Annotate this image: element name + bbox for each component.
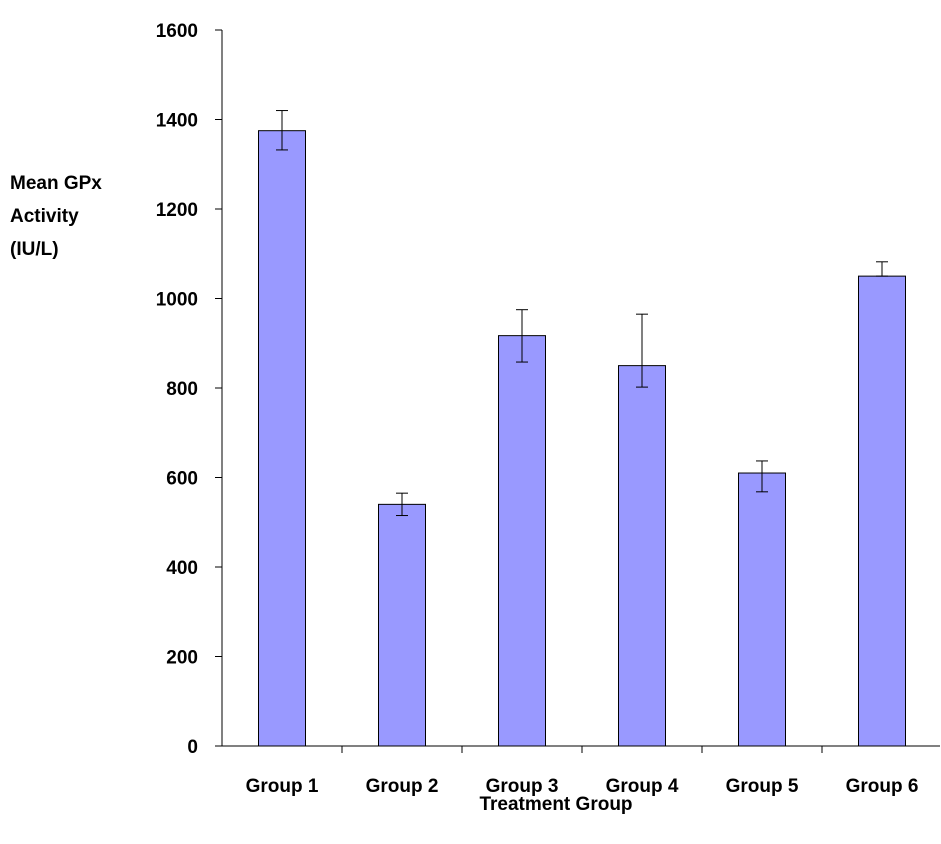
y-tick-label: 1000 [156,290,198,311]
bars-group [258,130,906,747]
x-tick-label: Group 6 [846,776,919,797]
y-axis-title-line-3: (IU/L) [10,239,59,260]
y-ticks-group: 0 200 400 600 800 1000 1200 1400 1600 [156,21,222,758]
y-tick-label: 800 [166,379,198,400]
bar-3 [498,335,546,747]
y-tick-label: 200 [166,648,198,669]
x-ticks-group: Group 1 Group 2 Group 3 Group 4 Group 5 Group… [246,746,919,797]
y-axis-title-line-2: Activity [10,206,79,227]
y-tick-label: 0 [187,737,198,758]
x-tick-label: Group 2 [366,776,439,797]
x-axis-title: Treatment Group [479,794,632,815]
x-tick-label: Group 5 [726,776,799,797]
bar-4 [618,365,666,747]
y-tick-label: 400 [166,558,198,579]
y-tick-label: 1600 [156,21,198,42]
y-tick-label: 1200 [156,200,198,221]
x-tick-label: Group 4 [606,776,679,797]
y-tick-label: 1400 [156,111,198,132]
error-bars-group [276,110,888,517]
y-tick-label: 600 [166,469,198,490]
bar-2 [378,503,426,747]
x-tick-label: Group 1 [246,776,319,797]
bar-6 [858,275,906,747]
bar-5 [738,472,786,747]
x-tick-label: Group 3 [486,776,559,797]
bar-1 [258,130,306,747]
y-axis-title-line-1: Mean GPx [10,173,102,194]
